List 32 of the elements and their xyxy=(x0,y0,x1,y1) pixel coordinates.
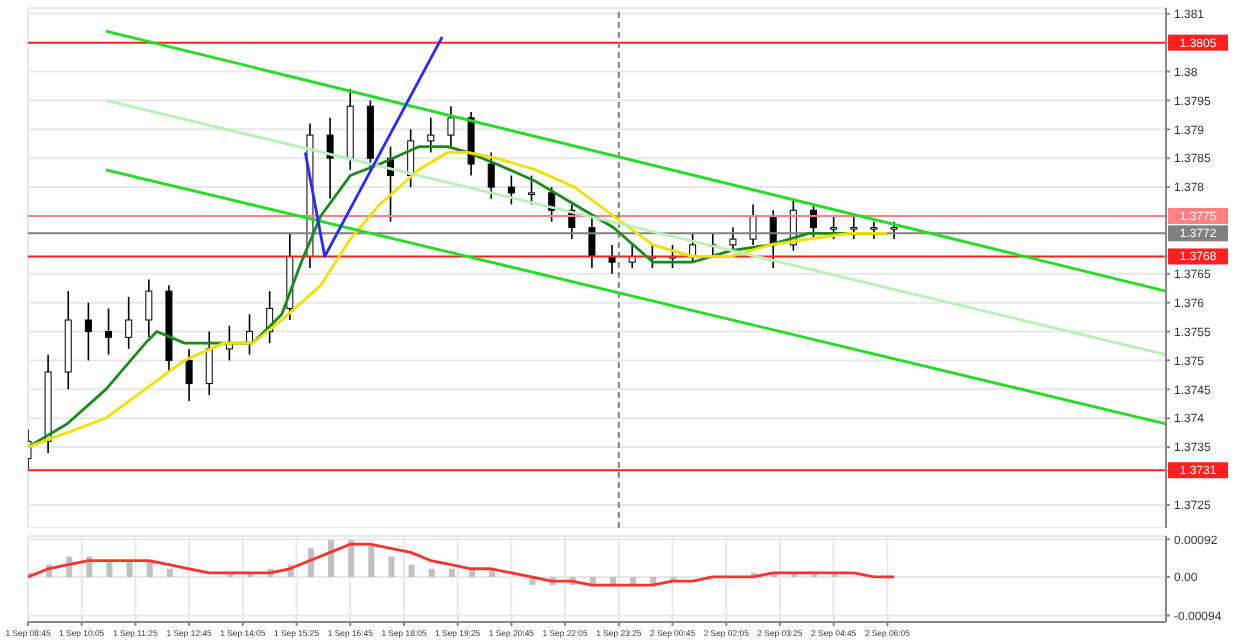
candlestick xyxy=(84,301,92,362)
candlestick xyxy=(830,215,838,240)
bar xyxy=(388,556,395,577)
candlestick xyxy=(125,296,133,350)
bar xyxy=(106,560,113,577)
candlestick xyxy=(467,111,475,177)
bar xyxy=(368,544,375,577)
candlestick xyxy=(507,174,515,206)
candlestick xyxy=(528,174,536,206)
candlestick xyxy=(145,278,153,339)
bar xyxy=(146,560,153,577)
candlestick xyxy=(628,244,636,269)
candlestick xyxy=(749,203,757,246)
candlestick xyxy=(729,226,737,252)
bar xyxy=(408,564,415,577)
candlestick xyxy=(487,151,495,200)
bar xyxy=(348,540,355,577)
candlestick xyxy=(608,244,616,275)
candlestick xyxy=(205,330,213,396)
candlestick xyxy=(427,116,435,154)
candlestick xyxy=(588,215,596,269)
candlestick xyxy=(185,348,193,402)
line-series xyxy=(28,542,896,587)
bar xyxy=(328,540,335,577)
bar xyxy=(126,560,133,577)
candlestick xyxy=(447,105,455,148)
bar xyxy=(448,568,455,577)
candlestick xyxy=(850,215,858,240)
bar xyxy=(428,568,435,577)
candlestick xyxy=(326,116,334,200)
candlestick xyxy=(105,307,113,356)
bar xyxy=(166,568,173,577)
